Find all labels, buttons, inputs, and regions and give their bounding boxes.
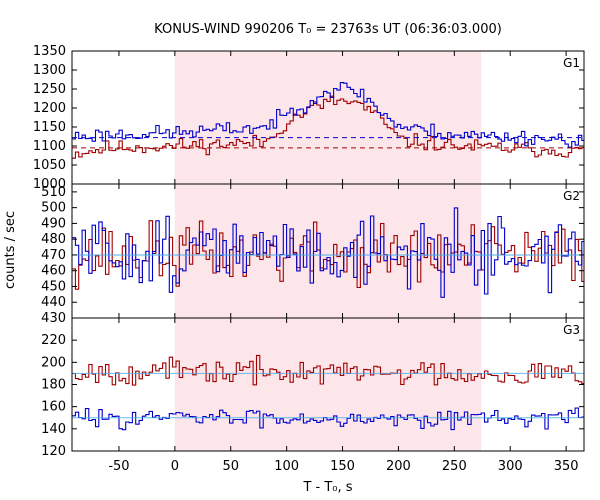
y-tick-label: 220 (41, 333, 66, 348)
y-tick-label: 430 (41, 311, 66, 326)
y-tick-label: 1050 (33, 158, 66, 173)
y-tick-label: 1000 (33, 177, 66, 192)
y-axis-label: counts / sec (3, 211, 18, 289)
x-tick-label: -50 (108, 459, 129, 474)
y-tick-label: 450 (41, 279, 66, 294)
x-tick-label: 0 (171, 459, 179, 474)
y-tick-label: 480 (41, 232, 66, 247)
series-red-g2 (72, 220, 584, 290)
panel-series (72, 354, 584, 431)
panel-label: G1 (563, 56, 580, 70)
panel-series (72, 207, 584, 298)
x-axis-label: T - T₀, s (302, 480, 352, 495)
y-tick-label: 1350 (33, 44, 66, 59)
x-tick-label: 100 (274, 459, 299, 474)
panel-series (72, 82, 584, 159)
x-tick-label: 50 (222, 459, 239, 474)
y-tick-label: 160 (41, 400, 66, 415)
y-tick-label: 180 (41, 378, 66, 393)
shaded-interval (174, 51, 482, 451)
x-tick-label: 200 (386, 459, 411, 474)
series-red-g3 (72, 354, 584, 386)
y-tick-label: 1150 (33, 120, 66, 135)
chart-title: KONUS-WIND 990206 T₀ = 23763s UT (06:36:… (154, 22, 502, 37)
y-tick-label: 1250 (33, 82, 66, 97)
x-tick-label: 350 (554, 459, 579, 474)
y-tick-label: 1100 (33, 139, 66, 154)
series-blue-g1 (72, 82, 584, 148)
y-tick-label: 440 (41, 295, 66, 310)
x-tick-label: 150 (330, 459, 355, 474)
panel-label: G2 (563, 189, 580, 203)
x-tick-label: 300 (498, 459, 523, 474)
panel-label: G3 (563, 323, 580, 337)
series-blue-g2 (72, 207, 584, 298)
panel-g3: 120 140 160 180 200 220 G3 (41, 317, 585, 459)
y-tick-label: 500 (41, 201, 66, 216)
y-tick-label: 200 (41, 355, 66, 370)
y-tick-label: 1300 (33, 63, 66, 78)
y-tick-label: 1200 (33, 101, 66, 116)
series-red-g1 (72, 95, 584, 159)
y-tick-label: 140 (41, 422, 66, 437)
y-tick-label: 460 (41, 264, 66, 279)
y-tick-label: 490 (41, 216, 66, 231)
plot-area: 10001050110011501200125013001350G1430440… (33, 44, 585, 474)
y-tick-label: 510 (41, 185, 66, 200)
series-blue-g3 (72, 407, 584, 431)
x-tick-label: 250 (442, 459, 467, 474)
y-tick-label: 120 (41, 444, 66, 459)
y-tick-label: 470 (41, 248, 66, 263)
